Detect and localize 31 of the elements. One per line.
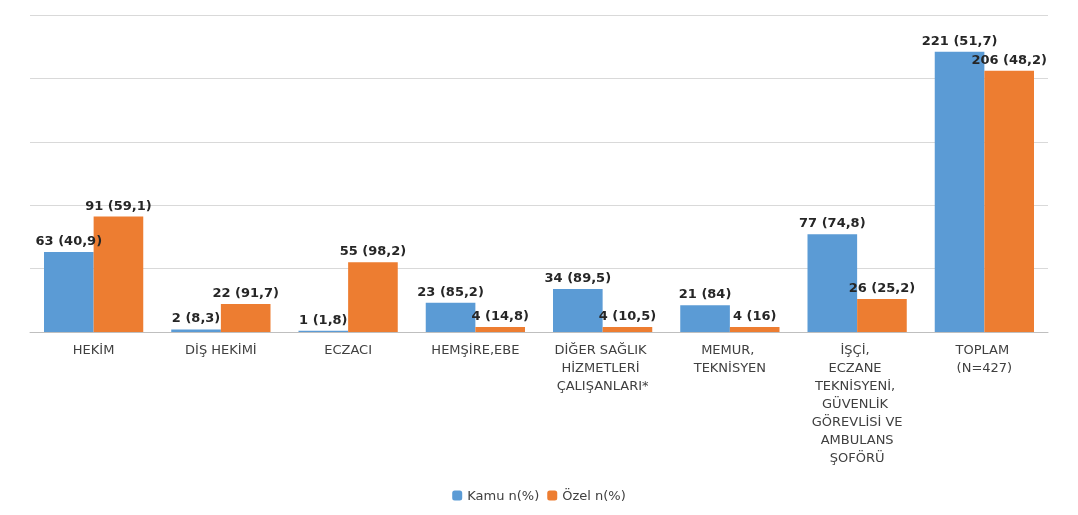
legend-label: Kamu n(%) bbox=[467, 488, 540, 503]
x-tick-label: ECZACI bbox=[324, 341, 373, 357]
bar bbox=[475, 326, 525, 332]
bar bbox=[171, 329, 221, 332]
data-label: 23 (85,2) bbox=[417, 283, 484, 299]
data-label: 22 (91,7) bbox=[212, 285, 279, 301]
x-tick-label: HEKİM bbox=[72, 341, 115, 357]
x-tick-label: DİŞ HEKİMİ bbox=[185, 341, 257, 357]
bar bbox=[680, 305, 730, 332]
x-tick-label: TOPLAM (N=427) bbox=[954, 341, 1014, 375]
data-label: 34 (89,5) bbox=[544, 269, 612, 285]
data-label: 21 (84) bbox=[678, 286, 732, 302]
bar bbox=[857, 299, 907, 332]
bar bbox=[729, 326, 780, 332]
x-tick-label: DİĞER SAĞLIK HİZMETLERİ ÇALIŞANLARI* bbox=[554, 341, 651, 393]
legend-label: Özel n(%) bbox=[562, 487, 626, 503]
data-label: 221 (51,7) bbox=[921, 32, 998, 48]
bar bbox=[602, 326, 653, 332]
x-tick-label: İŞÇİ, ECZANE TEKNİSYENİ, GÜVENLİK GÖREVLİSİ VE AMBULANS ŞOFÖRÜ bbox=[811, 341, 903, 465]
bar bbox=[220, 304, 271, 332]
data-label: 2 (8,3) bbox=[171, 310, 221, 326]
bar bbox=[984, 70, 1034, 332]
data-label: 77 (74,8) bbox=[799, 215, 866, 231]
x-tick-label: HEMŞİRE,EBE bbox=[431, 341, 520, 357]
data-label: 55 (98,2) bbox=[339, 243, 407, 259]
data-label: 4 (16) bbox=[732, 307, 777, 323]
bar bbox=[348, 262, 398, 332]
data-label: 1 (1,8) bbox=[299, 311, 348, 327]
data-label: 91 (59,1) bbox=[85, 197, 152, 213]
bar bbox=[44, 252, 94, 332]
x-tick-label: MEMUR, TEKNİSYEN bbox=[692, 341, 767, 375]
